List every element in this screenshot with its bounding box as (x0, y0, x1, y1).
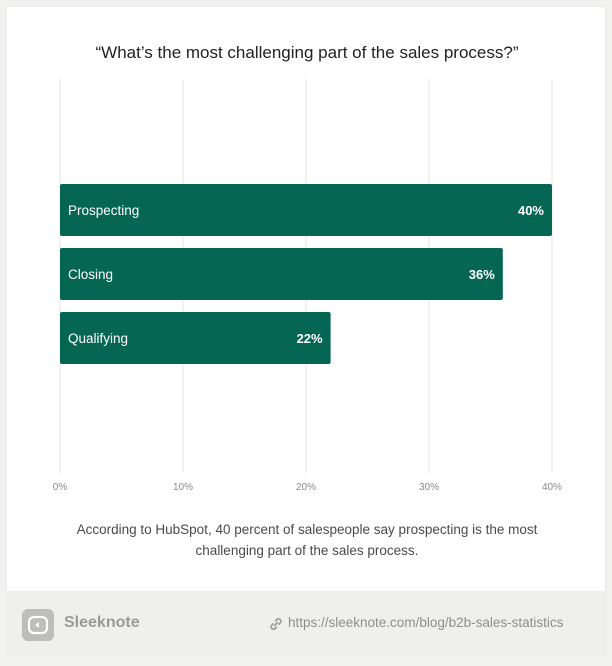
bar-category-label: Closing (68, 267, 113, 282)
x-tick-label: 10% (173, 482, 193, 493)
bar-value-label: 36% (469, 267, 495, 282)
bar-chart: 0% 10% 20% 30% 40% Prospecting 40% Closing 36% Qu… (53, 79, 562, 493)
bar (60, 184, 552, 236)
x-tick-label: 20% (296, 482, 316, 493)
footer: Sleeknote https://sleeknote.com/blog/b2b… (6, 592, 606, 656)
bar-category-label: Prospecting (68, 203, 139, 218)
x-tick-label: 0% (53, 482, 68, 493)
bar-value-label: 22% (297, 331, 323, 346)
link-icon (268, 616, 284, 637)
x-tick-label: 30% (419, 482, 439, 493)
bar-value-label: 40% (518, 203, 544, 218)
x-tick-label: 40% (542, 482, 562, 493)
bar-category-label: Qualifying (68, 331, 128, 346)
bar (60, 312, 331, 364)
chart-title: “What’s the most challenging part of the… (95, 43, 519, 62)
chart-card: “What’s the most challenging part of the… (6, 6, 606, 592)
brand-name: Sleeknote (64, 614, 140, 631)
chart-caption: According to HubSpot, 40 percent of sale… (76, 522, 538, 558)
bar (60, 248, 503, 300)
source-url-link[interactable]: https://sleeknote.com/blog/b2b-sales-sta… (288, 615, 564, 630)
sleeknote-logo-icon (22, 609, 54, 641)
